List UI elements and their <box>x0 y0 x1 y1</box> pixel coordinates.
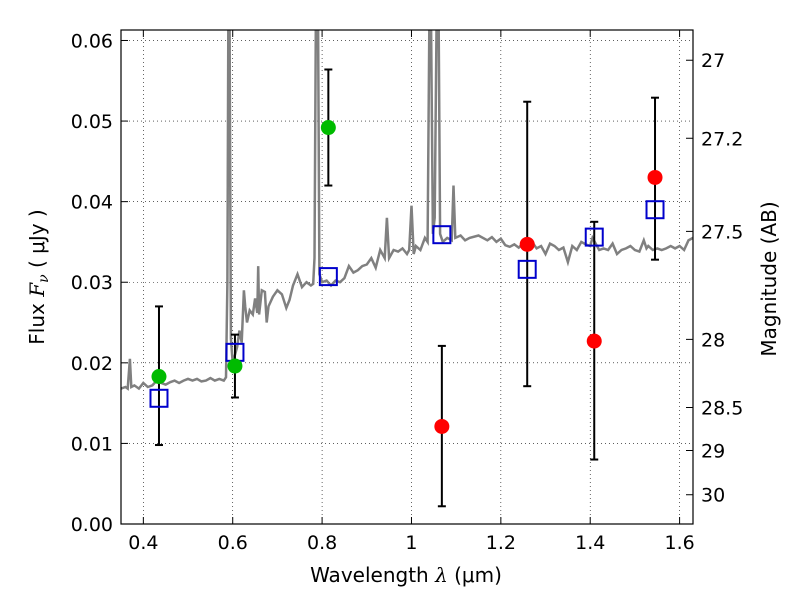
green-photometry-points <box>151 120 336 385</box>
y2-axis-label: Magnitude (AB) <box>757 201 781 356</box>
y2-tick-label: 29 <box>701 440 725 462</box>
y2-tick-label: 28.5 <box>701 398 743 420</box>
y-tick-labels: 0.00 0.01 0.02 0.03 0.04 0.05 0.06 <box>71 30 113 536</box>
green-data-point <box>151 369 167 385</box>
x-tick-label: 0.8 <box>307 532 337 554</box>
model-square-marker <box>584 227 604 247</box>
plot-frame <box>120 29 694 525</box>
red-data-point <box>586 333 602 349</box>
model-square-marker <box>645 200 665 220</box>
x-tick-label: 1.6 <box>664 532 694 554</box>
model-spectrum-line <box>121 30 693 391</box>
y-tick-label: 0.04 <box>71 192 113 214</box>
y-tick-label: 0.05 <box>71 111 113 133</box>
model-square-marker <box>318 267 338 287</box>
y-tick-label: 0.02 <box>71 353 113 375</box>
x-tick-label: 1 <box>405 532 417 554</box>
y2-tick-label: 28 <box>701 329 725 351</box>
x-tick-label: 0.4 <box>128 532 158 554</box>
y-axis-label: Flux Fν ( μJy ) <box>25 209 52 344</box>
green-data-point <box>320 120 336 136</box>
model-square-marker <box>432 225 452 245</box>
x-axis-label: Wavelength λ (μm) <box>310 563 502 587</box>
red-data-point <box>519 236 535 252</box>
x-tick-label: 1.4 <box>575 532 605 554</box>
axis-ticks <box>121 30 693 525</box>
red-data-point <box>434 418 450 434</box>
y-tick-label: 0.03 <box>71 272 113 294</box>
model-square-marker <box>517 259 537 279</box>
model-band-squares <box>149 200 665 408</box>
plot-area <box>121 30 693 508</box>
y2-tick-label: 27 <box>701 50 725 72</box>
red-data-point <box>647 169 663 185</box>
grid-lines <box>121 30 693 525</box>
x-tick-label: 1.2 <box>486 532 516 554</box>
x-tick-labels: 0.4 0.6 0.8 1 1.2 1.4 1.6 <box>128 532 694 554</box>
x-tick-label: 0.6 <box>218 532 248 554</box>
y-tick-label: 0.06 <box>71 30 113 52</box>
model-square-marker <box>149 388 169 408</box>
y2-tick-label: 27.2 <box>701 128 743 150</box>
y2-tick-label: 27.5 <box>701 221 743 243</box>
y-tick-label: 0.00 <box>71 514 113 536</box>
green-data-point <box>227 358 243 374</box>
y2-tick-label: 30 <box>701 485 725 507</box>
y-tick-label: 0.01 <box>71 433 113 455</box>
red-photometry-points <box>434 169 663 434</box>
y2-tick-labels: 27 27.2 27.5 28 28.5 29 30 <box>701 50 743 506</box>
